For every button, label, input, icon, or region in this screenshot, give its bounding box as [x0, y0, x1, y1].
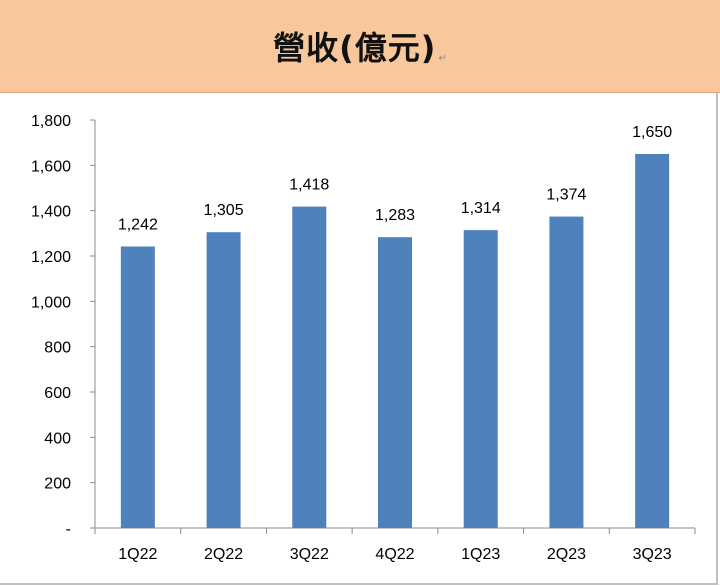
chart-labels: 1,242 1Q22 1,305 2Q22 1,418 3Q22 1,283 4Q22 1,31… — [118, 124, 672, 563]
data-label: 1,314 — [461, 200, 501, 217]
data-label: 1,242 — [118, 216, 158, 233]
y-tick-label: - — [66, 521, 71, 538]
bar — [292, 206, 327, 528]
data-label: 1,418 — [289, 177, 329, 194]
y-tick-label: 800 — [44, 340, 71, 357]
y-tick-label: 1,200 — [31, 249, 71, 266]
y-tick-label: 200 — [44, 476, 71, 493]
data-label: 1,283 — [375, 207, 415, 224]
x-tick-label: 3Q23 — [633, 546, 672, 563]
bar — [549, 216, 584, 528]
x-tick-label: 4Q22 — [375, 546, 414, 563]
x-tick-label: 1Q23 — [461, 546, 500, 563]
data-label: 1,650 — [632, 124, 672, 141]
chart-area: - 200 400 600 800 1,000 1,200 1,400 1,600 1,800 1… — [0, 93, 718, 585]
bar — [635, 154, 670, 528]
bar — [206, 232, 241, 528]
bar — [378, 237, 412, 529]
chart-axes: - 200 400 600 800 1,000 1,200 1,400 1,600 1,800 — [31, 113, 696, 538]
data-label: 1,305 — [204, 202, 244, 219]
y-tick-label: 1,800 — [31, 113, 71, 130]
x-tick-label: 2Q22 — [204, 546, 243, 563]
chart-title-band: 營收(億元) ↵ — [0, 0, 720, 93]
x-tick-label: 3Q22 — [290, 546, 329, 563]
x-tick-label: 2Q23 — [547, 546, 586, 563]
y-tick-label: 1,400 — [31, 204, 71, 221]
y-tick-label: 1,600 — [31, 158, 71, 175]
chart-title: 營收(億元) — [273, 29, 437, 67]
bar — [120, 246, 155, 529]
chart-bars — [120, 154, 670, 529]
y-tick-label: 600 — [44, 385, 71, 402]
bar-chart: - 200 400 600 800 1,000 1,200 1,400 1,600 1,800 1… — [31, 113, 696, 563]
y-tick-label: 1,000 — [31, 294, 71, 311]
x-tick-label: 1Q22 — [118, 546, 157, 563]
y-tick-label: 400 — [44, 430, 71, 447]
bar — [463, 230, 498, 528]
paragraph-mark-icon: ↵ — [438, 53, 447, 64]
data-label: 1,374 — [546, 187, 586, 204]
